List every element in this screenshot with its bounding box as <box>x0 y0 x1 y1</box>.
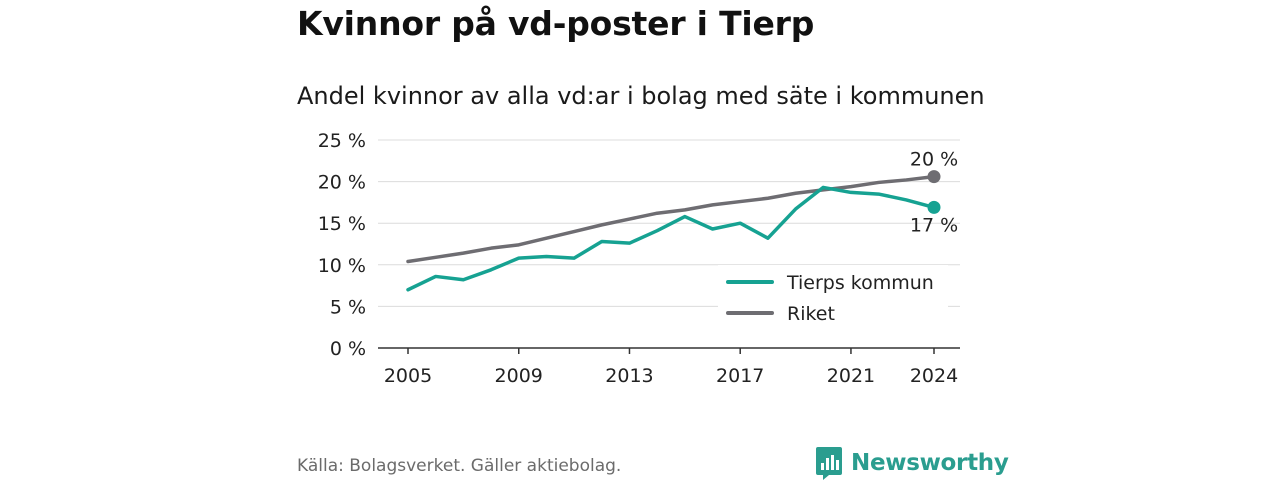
end-label-tierp: 17 % <box>910 214 958 236</box>
y-tick-label: 0 % <box>330 338 366 360</box>
brand-name: Newsworthy <box>851 450 1009 476</box>
end-point-riket <box>927 170 941 184</box>
newsworthy-logo-icon <box>816 447 842 480</box>
x-tick-label: 2024 <box>910 365 958 387</box>
x-tick-label: 2021 <box>827 365 875 387</box>
y-tick-label: 10 % <box>318 255 366 277</box>
brand-logo[interactable]: Newsworthy <box>815 446 1009 480</box>
y-tick-label: 20 % <box>318 172 366 194</box>
x-tick-label: 2017 <box>716 365 764 387</box>
y-tick-label: 25 % <box>318 130 366 152</box>
chart-title: Kvinnor på vd-poster i Tierp <box>297 4 815 43</box>
source-note: Källa: Bolagsverket. Gäller aktiebolag. <box>297 456 622 476</box>
y-tick-label: 5 % <box>330 296 366 318</box>
legend-label-riket: Riket <box>787 303 835 325</box>
x-tick-label: 2005 <box>384 365 432 387</box>
chart-subtitle: Andel kvinnor av alla vd:ar i bolag med … <box>297 82 985 110</box>
end-label-riket: 20 % <box>910 149 958 171</box>
x-tick-label: 2013 <box>605 365 653 387</box>
end-point-tierp <box>927 200 941 214</box>
series-line-riket <box>406 174 936 264</box>
legend-background <box>718 265 948 331</box>
x-tick-label: 2009 <box>495 365 543 387</box>
legend-label-tierp: Tierps kommun <box>786 272 934 294</box>
series-line-tierp <box>406 185 936 292</box>
y-tick-label: 15 % <box>318 213 366 235</box>
